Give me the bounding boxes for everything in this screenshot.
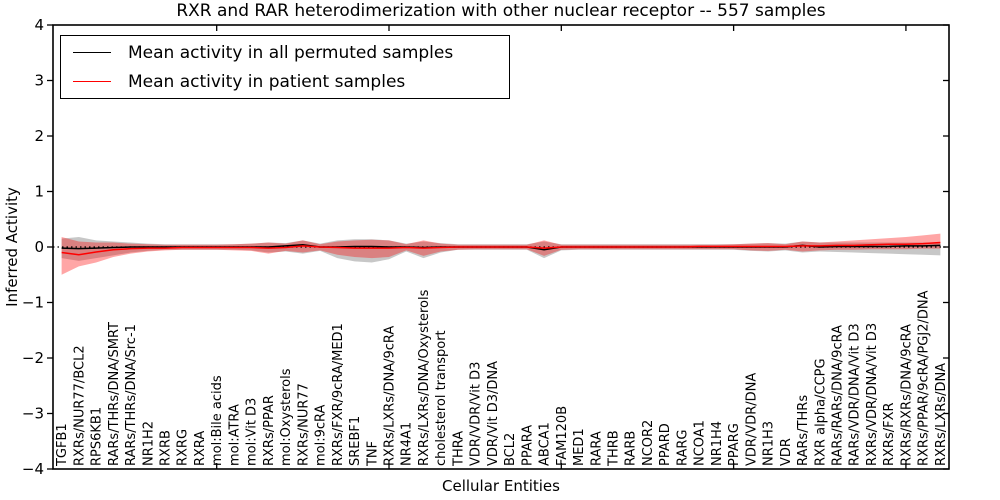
category-label: mol:Oxysterols <box>279 368 294 466</box>
y-tick-label: 3 <box>34 72 44 90</box>
category-label: RPS6KB1 <box>90 407 105 466</box>
category-label: mol:9cRA <box>314 404 329 466</box>
legend-line-sample-black <box>73 52 111 53</box>
legend-entry-permuted: Mean activity in all permuted samples <box>61 38 509 67</box>
permuted-band <box>61 237 941 263</box>
category-label: NR1H4 <box>710 421 725 466</box>
category-label: TNF <box>365 441 380 467</box>
category-label: FAM120B <box>555 406 570 466</box>
category-label: RXRs/RXRs/DNA/9cRA <box>899 324 914 466</box>
category-label: NCOR2 <box>641 420 656 466</box>
category-label: cholesterol transport <box>434 330 449 466</box>
category-label: THRB <box>607 430 622 467</box>
y-tick-label: −2 <box>22 349 44 367</box>
category-label: PPARD <box>658 423 673 466</box>
category-label: RXRs/FXR <box>882 402 897 466</box>
legend-line-sample-red <box>73 81 111 82</box>
category-label: SREBF1 <box>348 416 363 466</box>
category-label: RXRB <box>159 430 174 466</box>
y-tick-label: −3 <box>22 405 44 423</box>
y-tick-label: 4 <box>34 16 44 34</box>
x-axis-label: Cellular Entities <box>442 477 560 495</box>
category-label: RARs/VDR/DNA/Vit D3 <box>848 323 863 466</box>
category-label: VDR <box>779 438 794 466</box>
y-tick-label: 0 <box>34 238 44 256</box>
y-tick-label: −1 <box>22 294 44 312</box>
category-label: THRA <box>451 431 466 467</box>
category-label: VDR/VDR/DNA <box>744 373 759 466</box>
y-tick-label: 2 <box>34 127 44 145</box>
patient-line <box>61 241 941 256</box>
chart-title: RXR and RAR heterodimerization with othe… <box>176 1 826 21</box>
category-label: TGFB1 <box>55 423 70 467</box>
category-label: NR4A1 <box>400 422 415 466</box>
patient-band <box>61 233 941 275</box>
category-label: RARs/THRs/DNA/Src-1 <box>124 324 139 466</box>
y-tick-label: −4 <box>22 460 44 478</box>
category-label: RXRs/LXRs/DNA/9cRA <box>383 326 398 466</box>
category-label: MED1 <box>572 428 587 466</box>
category-label: mol:Vit D3 <box>245 398 260 466</box>
legend-label-patient: Mean activity in patient samples <box>128 71 406 92</box>
category-label: RARG <box>675 429 690 466</box>
category-label: RARB <box>624 431 639 466</box>
category-label: RARs/THRs <box>796 395 811 466</box>
category-label: RXRs/NUR77/BCL2 <box>72 345 87 466</box>
category-label: VDR/Vit D3/DNA <box>486 361 501 466</box>
legend-entry-patient: Mean activity in patient samples <box>61 67 509 96</box>
category-label: ABCA1 <box>538 422 553 466</box>
category-label: VDR/VDR/Vit D3 <box>469 362 484 466</box>
category-label: RXRs/PPAR <box>262 395 277 466</box>
category-label: RXRs/FXR/9cRA/MED1 <box>331 323 346 466</box>
category-label: PPARG <box>727 423 742 466</box>
category-label: NR1H2 <box>141 421 156 466</box>
category-label: mol:Bile acids <box>210 375 225 466</box>
category-label: RXRG <box>176 429 191 466</box>
category-label: RXRs/NUR77 <box>296 383 311 466</box>
y-axis-label: Inferred Activity <box>3 187 21 307</box>
category-label: RXR alpha/CCPG <box>813 358 828 466</box>
category-label: RARs/RARs/DNA/9cRA <box>831 325 846 466</box>
category-label: RARA <box>589 431 604 466</box>
category-label: BCL2 <box>503 433 518 466</box>
category-label: PPARA <box>520 425 535 466</box>
category-label: RXRA <box>193 431 208 466</box>
category-label: RXRs/VDR/DNA/Vit D3 <box>865 323 880 466</box>
category-label: NR1H3 <box>762 421 777 466</box>
category-label: mol:ATRA <box>227 404 242 466</box>
y-tick-label: 1 <box>34 183 44 201</box>
category-label: RARs/THRs/DNA/SMRT <box>107 322 122 466</box>
category-label: RXRs/PPAR/9cRA/PGJ2/DNA <box>917 290 932 466</box>
category-label: RXRs/LXRs/DNA <box>934 363 949 466</box>
category-label: RXRs/LXRs/DNA/Oxysterols <box>417 289 432 466</box>
legend: Mean activity in all permuted samples Me… <box>60 35 510 99</box>
category-label: NCOA1 <box>693 420 708 466</box>
legend-label-permuted: Mean activity in all permuted samples <box>128 42 454 63</box>
